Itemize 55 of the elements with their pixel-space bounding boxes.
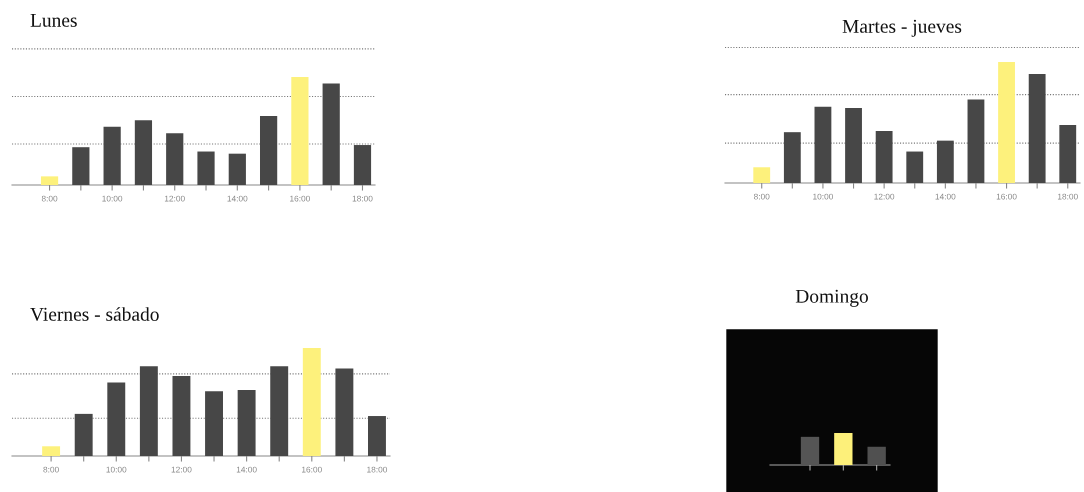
bar [302, 348, 321, 456]
bar [237, 390, 256, 456]
bar [166, 133, 184, 185]
chart-title: Lunes [30, 13, 77, 27]
x-tick-label: 8:00 [43, 466, 59, 473]
bar [967, 99, 985, 183]
x-tick-label: 8:00 [41, 195, 58, 202]
bar [205, 391, 223, 456]
x-tick-label: 12:00 [171, 466, 192, 473]
x-tick-label: 10:00 [106, 466, 127, 473]
bar [845, 107, 862, 183]
x-tick-label: 18:00 [352, 195, 373, 202]
bar [335, 368, 354, 456]
bar [368, 416, 386, 456]
bar [74, 413, 93, 456]
bar [134, 120, 153, 185]
bar [783, 132, 801, 183]
bar [936, 140, 954, 183]
x-tick-label: 16:00 [996, 193, 1017, 200]
bar [322, 83, 340, 185]
chart-title: Martes - jueves [842, 19, 962, 37]
x-tick-label: 10:00 [102, 195, 123, 202]
bar [998, 62, 1015, 183]
bar [107, 382, 126, 456]
bar [260, 115, 278, 185]
bar [1028, 74, 1046, 183]
x-tick-label: 14:00 [935, 193, 956, 200]
x-tick-label: 14:00 [227, 195, 248, 202]
bar [172, 376, 191, 456]
bar [814, 106, 832, 183]
x-tick-label: 16:00 [290, 195, 310, 202]
bar [228, 153, 246, 185]
x-tick-label: 16:00 [302, 466, 322, 473]
x-tick-label: 18:00 [1057, 193, 1078, 200]
bar [291, 77, 309, 185]
bar [753, 167, 771, 183]
bar [270, 366, 289, 456]
bar [42, 446, 61, 456]
bar [72, 147, 90, 185]
bar [139, 366, 158, 456]
bar [197, 151, 215, 185]
chart-title: Viernes - sábado [30, 307, 159, 321]
bar [103, 126, 121, 185]
bar [875, 130, 893, 183]
x-tick-label: 10:00 [813, 193, 834, 200]
x-tick-label: 14:00 [236, 466, 257, 473]
x-tick-label: 18:00 [367, 466, 388, 473]
x-tick-label: 8:00 [753, 193, 770, 200]
bar [353, 145, 372, 185]
bar [1059, 124, 1077, 183]
x-tick-label: 12:00 [164, 195, 185, 202]
x-tick-label: 12:00 [874, 193, 895, 200]
chart-title: Domingo [795, 289, 868, 307]
bar [40, 176, 59, 185]
bar [906, 151, 924, 183]
